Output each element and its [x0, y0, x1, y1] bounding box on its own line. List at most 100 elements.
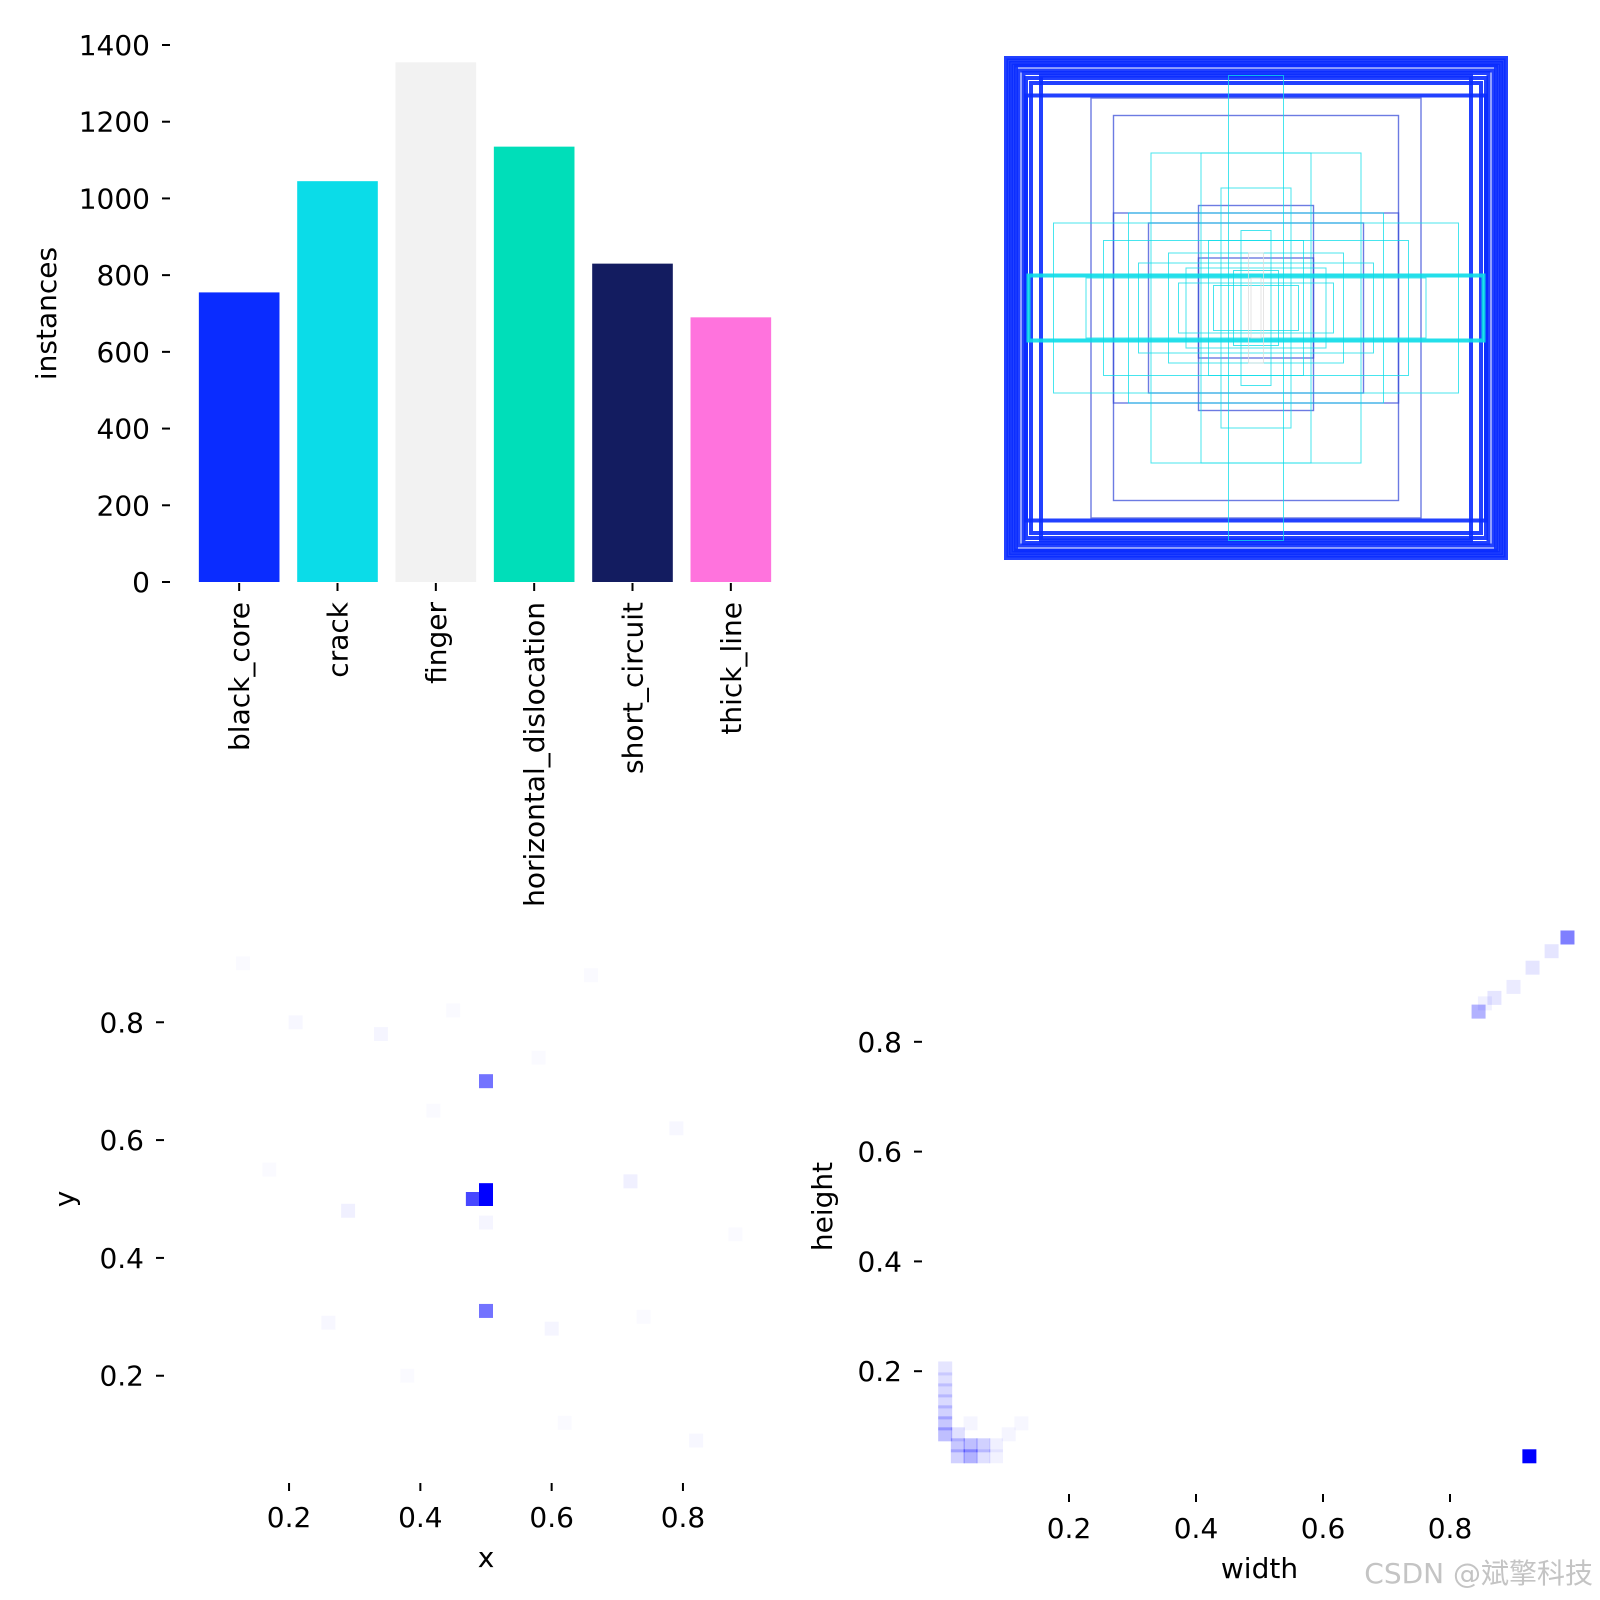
heat-cell-0	[1522, 1449, 1537, 1464]
box-25	[1168, 252, 1344, 364]
y-tick-label: 600	[97, 336, 150, 369]
bar-horizontal_dislocation	[493, 146, 575, 582]
heat-cell-20	[236, 956, 250, 970]
box-4	[1014, 63, 1498, 553]
heat-cell-1	[479, 1192, 493, 1206]
heat-cell-4	[479, 1303, 493, 1318]
heat-cell-4	[1525, 960, 1540, 975]
x-tick-label: 0.6	[1301, 1512, 1346, 1545]
heat-cell-6	[623, 1174, 638, 1189]
heat-cell-3	[1544, 944, 1559, 959]
heat-cell-24	[963, 1416, 978, 1431]
y-tick-label: 0.2	[857, 1355, 902, 1388]
y-tick-label: 0	[132, 566, 150, 599]
box-12	[1112, 114, 1400, 502]
x-tick-label: 0.4	[1174, 1512, 1219, 1545]
box-18	[1200, 152, 1312, 464]
box-20	[1128, 212, 1384, 404]
box-16	[1197, 257, 1315, 359]
heat-cell-19	[976, 1438, 991, 1453]
box-21	[1103, 240, 1409, 376]
heat-cell-13	[689, 1434, 703, 1448]
x-tick-label: 0.8	[1428, 1512, 1473, 1545]
x-tick-label-horizontal_dislocation: horizontal_dislocation	[518, 602, 551, 907]
heat-cell-17	[637, 1310, 651, 1324]
heat-cell-8	[938, 1361, 953, 1376]
heat-cell-21	[988, 1438, 1003, 1453]
bar-crack	[297, 181, 378, 583]
heat-cell-12	[321, 1316, 335, 1330]
x-tick-label-thick_line: thick_line	[715, 602, 748, 735]
box-13	[1112, 212, 1400, 404]
heat-cell-22	[1001, 1427, 1016, 1442]
box-overlay-chart	[1004, 56, 1508, 560]
heat-cell-9	[938, 1372, 953, 1387]
y-tick-label: 0.6	[99, 1124, 144, 1157]
x-axis-label: x	[478, 1541, 495, 1574]
bar-black_core	[198, 292, 280, 582]
box-27	[1208, 240, 1304, 376]
heat-cell-19	[532, 1051, 546, 1065]
heat-cell-10	[289, 1015, 303, 1029]
x-tick-label: 0.8	[661, 1501, 706, 1534]
box-8	[1029, 81, 1483, 535]
box-9	[1039, 73, 1473, 543]
heat-cell-11	[669, 1121, 683, 1135]
heat-cell-8	[373, 1027, 388, 1042]
box-29	[1178, 282, 1334, 334]
heat-cell-1	[1560, 930, 1575, 945]
box-17	[1228, 75, 1284, 541]
bar-finger	[395, 62, 477, 582]
x-tick-label-crack: crack	[322, 601, 355, 677]
y-tick-label: 400	[97, 413, 150, 446]
y-tick-label: 0.8	[99, 1006, 144, 1039]
heat-cell-11	[938, 1394, 953, 1409]
box-35	[1250, 277, 1262, 339]
heat-cell-17	[963, 1438, 978, 1453]
x-axis-label: width	[1221, 1552, 1298, 1585]
heat-cell-22	[446, 1003, 460, 1017]
y-tick-label: 200	[97, 489, 150, 522]
heat-cell-23	[950, 1427, 965, 1442]
x-tick-label: 0.6	[529, 1501, 574, 1534]
box-26	[1185, 267, 1327, 349]
x-tick-label: 0.2	[1047, 1512, 1092, 1545]
box-23	[1085, 277, 1427, 339]
watermark-text: CSDN @斌擎科技	[1364, 1557, 1593, 1590]
box-1	[1006, 58, 1506, 558]
box-2	[1009, 61, 1503, 555]
heat-cell-3	[479, 1074, 493, 1089]
x-tick-label-short_circuit: short_circuit	[617, 602, 650, 774]
heat-cell-7	[479, 1215, 493, 1230]
heat-cell-16	[584, 968, 598, 982]
heat-cell-9	[544, 1321, 559, 1336]
bar-short_circuit	[592, 263, 673, 582]
heat-cell-14	[938, 1427, 953, 1442]
heat-cell-23	[558, 1416, 572, 1430]
heat-cell-10	[938, 1383, 953, 1398]
box-33	[1233, 270, 1279, 346]
y-tick-label: 0.4	[99, 1242, 144, 1275]
heat-cell-18	[400, 1369, 414, 1383]
box-6	[1021, 71, 1491, 545]
y-axis-label: y	[48, 1191, 81, 1208]
box-30	[1240, 230, 1272, 386]
x-tick-label: 0.4	[398, 1501, 443, 1534]
heat-cell-2	[1471, 1004, 1486, 1019]
box-22	[1053, 222, 1459, 394]
bar-chart: black_core crack finger horizontal_dislocat…	[30, 29, 772, 907]
y-tick-label: 0.4	[857, 1245, 902, 1278]
heat-cell-15	[426, 1104, 440, 1118]
heat-cell-15	[950, 1438, 965, 1453]
box-32	[1213, 285, 1299, 331]
x-tick-label-black_core: black_core	[223, 602, 256, 751]
xy-heatmap-chart: 0.2 0.4 0.6 0.8 0.2 0.4 0.6 0.8 x y	[48, 956, 742, 1574]
box-24	[1026, 273, 1486, 343]
y-tick-label: 1200	[79, 106, 150, 139]
heat-cell-21	[728, 1227, 742, 1241]
heat-cell-20	[976, 1449, 991, 1464]
y-axis-label: height	[806, 1162, 839, 1251]
heat-cell-2	[465, 1192, 480, 1206]
y-tick-label: 0.2	[99, 1360, 144, 1393]
